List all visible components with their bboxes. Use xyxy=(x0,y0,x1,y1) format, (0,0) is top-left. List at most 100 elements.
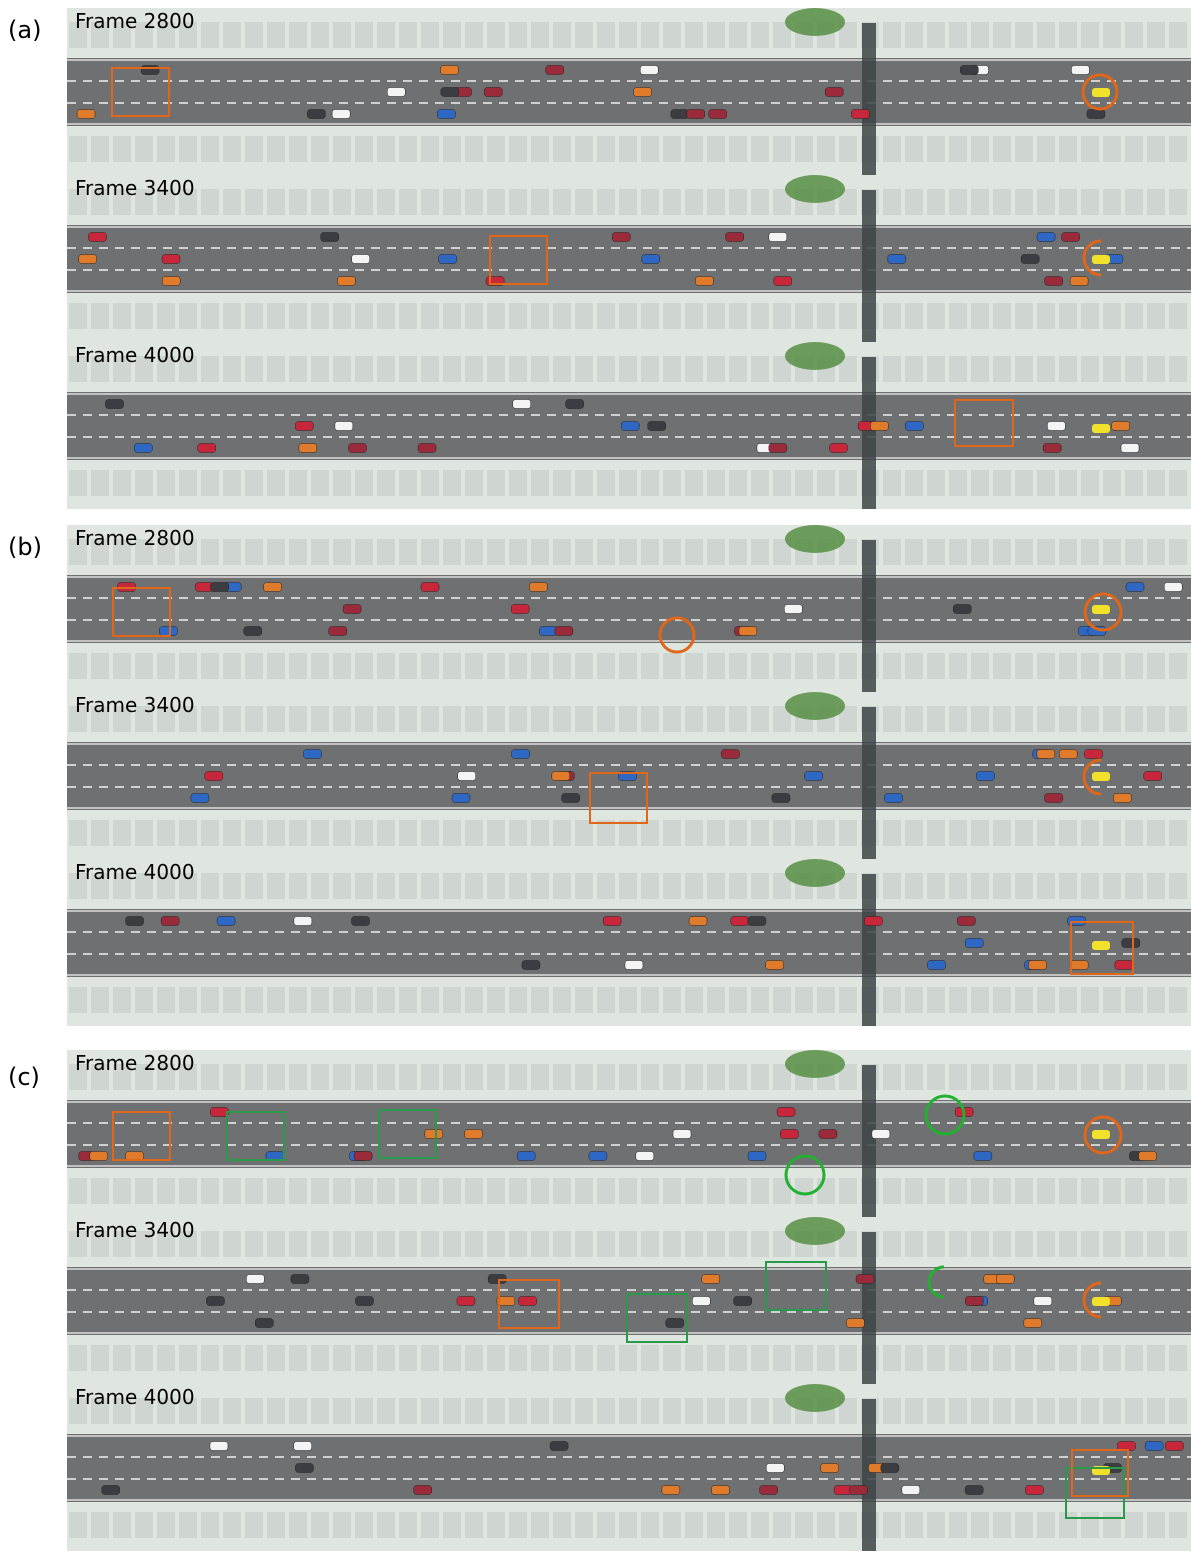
tile xyxy=(773,356,791,382)
tile xyxy=(619,1398,637,1424)
car xyxy=(780,1129,799,1139)
tile xyxy=(223,873,241,899)
tile xyxy=(1081,136,1099,162)
tile xyxy=(531,1398,549,1424)
tile xyxy=(1015,987,1033,1013)
tile xyxy=(641,22,659,48)
tile xyxy=(377,1398,395,1424)
car xyxy=(440,65,459,75)
tile xyxy=(377,987,395,1013)
tile xyxy=(1169,1345,1187,1371)
tile xyxy=(663,1398,681,1424)
tile xyxy=(993,470,1011,496)
tile xyxy=(729,189,747,215)
tile xyxy=(135,1345,153,1371)
tile xyxy=(531,1512,549,1538)
tile xyxy=(267,22,285,48)
car xyxy=(759,1485,778,1495)
tile xyxy=(1147,303,1165,329)
tile xyxy=(355,1064,373,1090)
car xyxy=(190,793,210,803)
tile xyxy=(1169,653,1187,679)
car xyxy=(1165,1441,1184,1451)
tile xyxy=(443,1345,461,1371)
tile xyxy=(509,136,527,162)
tile xyxy=(267,189,285,215)
tile xyxy=(509,820,527,846)
tile xyxy=(245,303,263,329)
tile xyxy=(355,1512,373,1538)
tile xyxy=(311,873,329,899)
tile xyxy=(333,653,351,679)
car xyxy=(303,749,322,759)
tile xyxy=(839,189,857,215)
car xyxy=(1084,749,1103,759)
tile xyxy=(795,987,813,1013)
tile xyxy=(289,1231,307,1257)
tile xyxy=(883,820,901,846)
tile xyxy=(927,189,945,215)
tile xyxy=(531,303,549,329)
car xyxy=(1143,771,1162,781)
tile xyxy=(201,653,219,679)
frame xyxy=(67,859,1191,1026)
car xyxy=(518,1296,537,1306)
tile xyxy=(553,470,571,496)
tile xyxy=(1169,136,1187,162)
tile xyxy=(1059,873,1077,899)
tile xyxy=(1015,1231,1033,1257)
car xyxy=(1125,582,1145,592)
tile xyxy=(993,189,1011,215)
tile xyxy=(1015,539,1033,565)
tile xyxy=(245,1512,263,1538)
tile xyxy=(333,820,351,846)
tile xyxy=(553,820,571,846)
tile xyxy=(641,873,659,899)
tile xyxy=(201,303,219,329)
car xyxy=(1033,1296,1053,1306)
tile xyxy=(575,303,593,329)
tile xyxy=(1015,136,1033,162)
tile xyxy=(377,189,395,215)
tile xyxy=(641,1345,659,1371)
car xyxy=(355,1296,374,1306)
tile xyxy=(619,539,637,565)
tile xyxy=(707,873,725,899)
tile xyxy=(883,539,901,565)
tile xyxy=(311,22,329,48)
tile xyxy=(707,189,725,215)
tile xyxy=(927,356,945,382)
tile xyxy=(663,706,681,732)
tile xyxy=(619,653,637,679)
car xyxy=(511,749,530,759)
tile xyxy=(201,470,219,496)
tile xyxy=(575,1178,593,1204)
tile xyxy=(465,136,483,162)
car xyxy=(1092,605,1110,614)
tile xyxy=(179,1512,197,1538)
tracking-arc xyxy=(927,1265,945,1299)
car xyxy=(612,232,631,242)
tile xyxy=(135,22,153,48)
car xyxy=(1025,1485,1044,1495)
tile xyxy=(421,303,439,329)
tile xyxy=(465,1398,483,1424)
tile xyxy=(707,820,725,846)
tile xyxy=(289,189,307,215)
car xyxy=(204,771,224,781)
tile xyxy=(179,189,197,215)
tile xyxy=(729,1512,747,1538)
tile xyxy=(597,539,615,565)
tile xyxy=(553,136,571,162)
tile xyxy=(179,470,197,496)
tracking-box xyxy=(1070,921,1134,975)
tile xyxy=(201,820,219,846)
tile xyxy=(1169,1178,1187,1204)
car xyxy=(976,771,995,781)
tile xyxy=(1037,1064,1055,1090)
tile xyxy=(91,22,109,48)
tile xyxy=(729,1178,747,1204)
car xyxy=(456,1296,476,1306)
car xyxy=(438,254,457,264)
tile xyxy=(795,1345,813,1371)
